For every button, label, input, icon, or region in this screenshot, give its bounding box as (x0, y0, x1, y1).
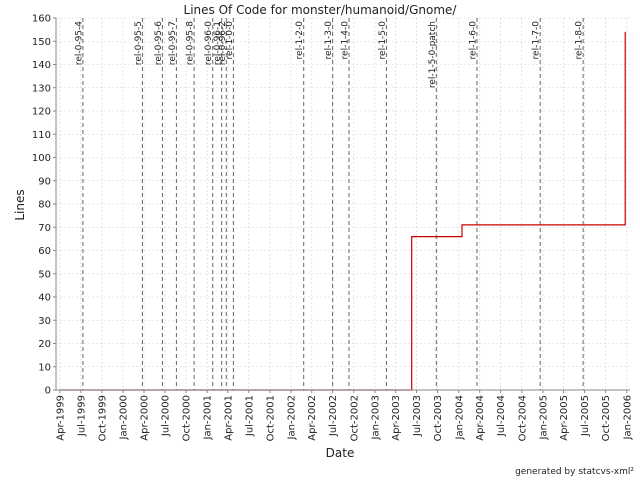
release-tag-markers: rel-0-95-4 rel-0-95-5 rel-0-95-6 rel-0-95-7… (74, 18, 585, 390)
y-tick-label: 60 (38, 246, 51, 257)
release-tag-label: rel-0-95-5 (134, 21, 144, 65)
x-tick-label: Jan-2005 (538, 395, 549, 440)
y-tick-label: 150 (32, 37, 51, 48)
release-tag-label: rel-0-95-6 (154, 21, 164, 65)
x-tick-label: Jan-2002 (287, 395, 298, 440)
y-tick-label: 0 (45, 386, 51, 397)
release-tag-label: rel-1-5-0-patch (428, 21, 438, 88)
x-tick-label: Oct-2001 (265, 395, 276, 441)
y-tick-label: 50 (38, 269, 51, 280)
y-axis-label: Lines (13, 189, 27, 220)
y-tick-label: 110 (32, 130, 51, 141)
y-tick-label: 90 (38, 176, 51, 187)
x-tick-label: Jul-2001 (244, 395, 255, 437)
x-tick-label: Jul-2002 (328, 395, 339, 437)
y-tick-label: 20 (38, 339, 51, 350)
release-tag-label: rel-1-5-0 (378, 21, 388, 60)
release-tag-label: rel-0-95-4 (74, 21, 84, 65)
x-tick-label: Apr-1999 (55, 395, 66, 441)
y-tick-label: 80 (38, 200, 51, 211)
x-tick-label: Oct-2002 (349, 395, 360, 441)
x-tick-label: Apr-2001 (223, 395, 234, 441)
y-tick-label: 10 (38, 362, 51, 373)
x-tick-label: Jul-2003 (412, 395, 423, 437)
y-tick-label: 100 (32, 153, 51, 164)
x-tick-label: Jan-2000 (119, 395, 130, 440)
x-axis-label: Date (326, 446, 355, 460)
x-tick-label: Apr-2000 (140, 395, 151, 441)
x-tick-label: Jul-2000 (160, 395, 171, 437)
y-tick-label: 30 (38, 316, 51, 327)
chart-title: Lines Of Code for monster/humanoid/Gnome… (184, 3, 458, 17)
x-tick-label: Apr-2003 (391, 395, 402, 441)
x-tick-label: Apr-2004 (475, 395, 486, 441)
x-tick-label: Jul-2005 (580, 395, 591, 437)
generator-credit: generated by statcvs-xml² (515, 467, 634, 477)
release-tag-label: rel-0-95-7 (168, 21, 178, 65)
y-tick-label: 70 (38, 223, 51, 234)
release-tag-label: rel-0-95-8 (186, 21, 196, 65)
x-tick-label: Jul-2004 (496, 395, 507, 437)
release-tag-label: rel-1-8-0 (575, 21, 585, 60)
x-tick-label: Oct-1999 (97, 395, 108, 441)
release-tag-label: rel-0-96-2 (218, 21, 228, 65)
release-tag-label: rel-1-2-0 (295, 21, 305, 60)
axes (53, 17, 630, 393)
x-tick-label: Jan-2003 (370, 395, 381, 440)
x-tick-label: Oct-2004 (517, 395, 528, 441)
y-tick-label: 120 (32, 107, 51, 118)
y-tick-label: 130 (32, 83, 51, 94)
x-tick-label: Apr-2002 (307, 395, 318, 441)
y-tick-label: 40 (38, 293, 51, 304)
x-tick-label: Oct-2000 (182, 395, 193, 441)
release-tag-label: rel-1-7-0 (532, 21, 542, 60)
x-tick-label: Jan-2004 (454, 395, 465, 440)
x-tick-label: Oct-2003 (433, 395, 444, 441)
y-tick-labels: 0 10 20 30 40 50 60 70 80 90 100 110 120 130 140 150 160 (32, 14, 51, 397)
release-tag-label: rel-0-96-1 (213, 21, 223, 65)
release-tag-label: rel-1-4-0 (340, 21, 350, 60)
x-tick-label: Jan-2006 (622, 395, 633, 440)
y-tick-label: 140 (32, 60, 51, 71)
x-tick-label: Jul-1999 (76, 395, 87, 437)
release-tag-label: rel-1-0-0 (225, 21, 235, 60)
x-tick-label: Jan-2001 (203, 395, 214, 440)
y-tick-label: 160 (32, 14, 51, 25)
x-tick-labels: Apr-1999 Jul-1999 Oct-1999 Jan-2000 Apr-2000… (55, 395, 633, 441)
x-tick-label: Apr-2005 (559, 395, 570, 441)
x-tick-label: Oct-2005 (601, 395, 612, 441)
release-tag-label: rel-0-96-0 (204, 21, 214, 65)
release-tag-label: rel-1-3-0 (324, 21, 334, 60)
release-tag-label: rel-1-6-0 (468, 21, 478, 60)
